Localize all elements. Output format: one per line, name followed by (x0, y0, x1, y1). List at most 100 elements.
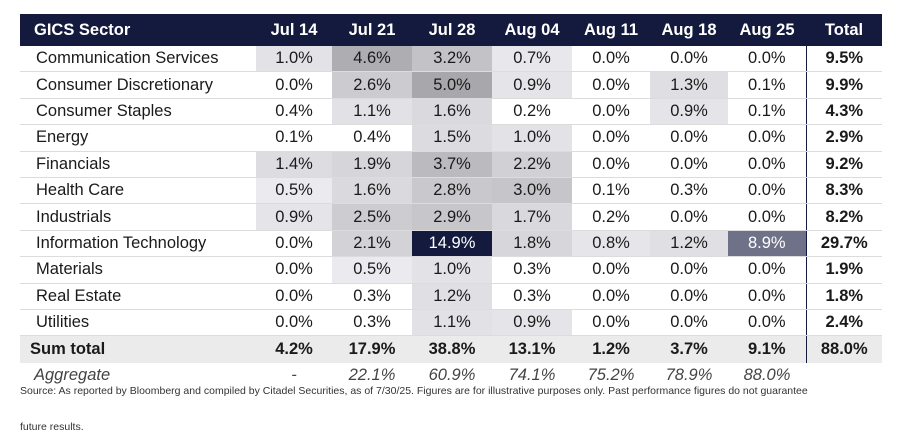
sector-label: Health Care (20, 177, 256, 205)
table-row: Energy 0.1% 0.4% 1.5% 1.0% 0.0% 0.0% 0.0% 2.9% (20, 124, 882, 152)
table-row: Financials 1.4% 1.9% 3.7% 2.2% 0.0% 0.0% 0.0% 9.… (20, 151, 882, 178)
weekly-value-cell: 8.9% (728, 230, 806, 258)
table-row: Communication Services 1.0% 4.6% 3.2% 0.7% 0.… (20, 46, 882, 73)
weekly-value-cell: 0.0% (650, 46, 728, 73)
weekly-value-cell: 1.0% (256, 46, 332, 73)
weekly-value-cell: 0.0% (650, 203, 728, 231)
aggregate-cell: 60.9% (428, 366, 476, 385)
weekly-value-cell: 2.2% (492, 151, 572, 178)
weekly-value-cell: 0.0% (572, 256, 650, 284)
table-row: Real Estate 0.0% 0.3% 1.2% 0.3% 0.0% 0.0% 0.0% 1… (20, 283, 882, 310)
weekly-value-cell: 1.2% (650, 230, 728, 258)
weekly-value-cell: 0.0% (256, 230, 332, 258)
weekly-value-cell: 0.0% (572, 309, 650, 337)
weekly-value-cell: 0.1% (572, 177, 650, 205)
sector-total-cell: 8.3% (805, 177, 882, 205)
weekly-value-cell: 0.0% (650, 151, 728, 178)
weekly-value-cell: 0.0% (728, 124, 806, 152)
table-row: Materials 0.0% 0.5% 1.0% 0.3% 0.0% 0.0% 0.0% 1.9… (20, 256, 882, 284)
sector-total-cell: 2.4% (805, 309, 882, 337)
weekly-value-cell: 1.3% (650, 71, 728, 99)
weekly-value-cell: 0.0% (572, 283, 650, 310)
sum-total-row: Sum total 4.2% 17.9% 38.8% 13.1% 1.2% 3.7% 9.1%… (20, 335, 882, 364)
weekly-value-cell: 0.3% (332, 283, 412, 310)
weekly-value-cell: 3.7% (412, 151, 492, 178)
weekly-value-cell: 0.0% (572, 151, 650, 178)
header-aug-18: Aug 18 (650, 14, 728, 46)
weekly-value-cell: 2.5% (332, 203, 412, 231)
weekly-value-cell: 0.0% (728, 256, 806, 284)
weekly-value-cell: 0.0% (728, 203, 806, 231)
weekly-value-cell: 0.4% (256, 98, 332, 126)
weekly-value-cell: 5.0% (412, 71, 492, 99)
weekly-value-cell: 2.9% (412, 203, 492, 231)
weekly-value-cell: 3.0% (492, 177, 572, 205)
sum-total-cell: 3.7% (650, 335, 728, 364)
table-row: Consumer Staples 0.4% 1.1% 1.6% 0.2% 0.0% 0.9%… (20, 98, 882, 126)
sector-label: Energy (20, 124, 256, 152)
weekly-value-cell: 0.0% (256, 309, 332, 337)
sum-total-cell: 9.1% (728, 335, 806, 364)
weekly-value-cell: 0.9% (650, 98, 728, 126)
weekly-value-cell: 0.1% (728, 98, 806, 126)
weekly-value-cell: 0.9% (256, 203, 332, 231)
weekly-value-cell: 0.8% (572, 230, 650, 258)
sector-total-cell: 1.8% (805, 283, 882, 310)
weekly-value-cell: 0.5% (256, 177, 332, 205)
header-row: GICS Sector Jul 14 Jul 21 Jul 28 Aug 04 Aug 1… (20, 14, 882, 46)
sector-total-cell: 1.9% (805, 256, 882, 284)
table-row: Information Technology 0.0% 2.1% 14.9% 1.8% 0… (20, 230, 882, 258)
sector-total-cell: 29.7% (805, 230, 882, 258)
weekly-value-cell: 0.0% (728, 46, 806, 73)
weekly-value-cell: 1.7% (492, 203, 572, 231)
sum-total-cell: 1.2% (572, 335, 650, 364)
weekly-value-cell: 0.0% (650, 309, 728, 337)
table-row: Health Care 0.5% 1.6% 2.8% 3.0% 0.1% 0.3% 0.0% 8… (20, 177, 882, 205)
sector-label: Consumer Staples (20, 98, 256, 126)
weekly-value-cell: 0.1% (728, 71, 806, 99)
weekly-value-cell: 1.4% (256, 151, 332, 178)
table-row: Utilities 0.0% 0.3% 1.1% 0.9% 0.0% 0.0% 0.0% 2.4… (20, 309, 882, 337)
grand-total-cell: 88.0% (805, 335, 882, 364)
weekly-value-cell: 0.3% (492, 256, 572, 284)
sum-total-cell: 4.2% (256, 335, 332, 364)
weekly-value-cell: 0.0% (650, 256, 728, 284)
weekly-value-cell: 14.9% (412, 230, 492, 258)
aggregate-cell: 74.1% (508, 366, 556, 385)
weekly-value-cell: 0.4% (332, 124, 412, 152)
weekly-value-cell: 0.0% (728, 309, 806, 337)
sector-total-cell: 8.2% (805, 203, 882, 231)
weekly-value-cell: 2.6% (332, 71, 412, 99)
header-jul-21: Jul 21 (332, 14, 412, 46)
sum-total-cell: 17.9% (332, 335, 412, 364)
weekly-value-cell: 0.0% (728, 177, 806, 205)
sector-label: Real Estate (20, 283, 256, 310)
weekly-value-cell: 0.0% (572, 98, 650, 126)
weekly-value-cell: 1.1% (332, 98, 412, 126)
header-sector: GICS Sector (20, 14, 256, 46)
sum-total-label: Sum total (20, 335, 256, 364)
aggregate-row: Aggregate - 22.1% 60.9% 74.1% 75.2% 78.9% 88.0% (20, 363, 882, 388)
weekly-value-cell: 4.6% (332, 46, 412, 73)
aggregate-label: Aggregate (34, 366, 111, 385)
weekly-value-cell: 0.2% (572, 203, 650, 231)
weekly-value-cell: 0.0% (650, 124, 728, 152)
header-aug-25: Aug 25 (728, 14, 806, 46)
sector-total-cell: 9.9% (805, 71, 882, 99)
weekly-value-cell: 1.0% (492, 124, 572, 152)
weekly-value-cell: 0.3% (492, 283, 572, 310)
sector-label: Information Technology (20, 230, 256, 258)
sector-table: GICS Sector Jul 14 Jul 21 Jul 28 Aug 04 Aug 1… (20, 14, 882, 388)
sector-label: Utilities (20, 309, 256, 337)
header-jul-28: Jul 28 (412, 14, 492, 46)
sector-total-cell: 4.3% (805, 98, 882, 126)
weekly-value-cell: 0.9% (492, 71, 572, 99)
sector-label: Financials (20, 151, 256, 178)
sum-total-cell: 38.8% (412, 335, 492, 364)
aggregate-cell: 88.0% (743, 366, 791, 385)
weekly-value-cell: 0.0% (256, 283, 332, 310)
weekly-value-cell: 3.2% (412, 46, 492, 73)
weekly-value-cell: 0.1% (256, 124, 332, 152)
weekly-value-cell: 1.6% (332, 177, 412, 205)
weekly-value-cell: 1.5% (412, 124, 492, 152)
